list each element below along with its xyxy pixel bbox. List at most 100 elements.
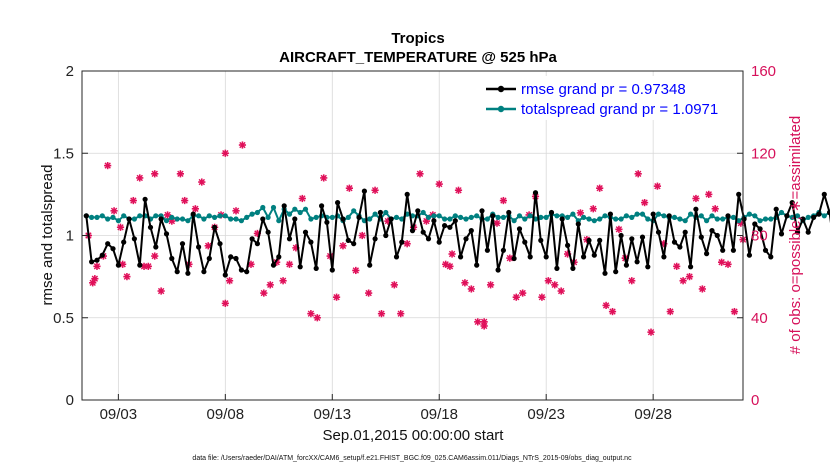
totalspread-point <box>297 209 303 216</box>
totalspread-point <box>623 213 630 219</box>
totalspread-point <box>677 216 683 222</box>
obs-stroke <box>474 318 481 326</box>
totalspread-point <box>794 213 801 219</box>
obs-marker <box>653 182 662 190</box>
obs-stroke <box>119 261 126 268</box>
obs-marker <box>628 277 636 285</box>
totalspread-point <box>554 213 560 219</box>
obs-marker <box>320 174 328 182</box>
obs-stroke <box>110 207 118 215</box>
rmse-point <box>137 262 143 268</box>
rmse-point <box>292 216 298 222</box>
obs-stroke <box>168 217 176 225</box>
obs-stroke <box>279 277 287 284</box>
rmse-point <box>490 213 496 219</box>
rmse-point <box>666 213 672 219</box>
rmse-point <box>768 254 774 260</box>
obs-stroke <box>513 293 520 301</box>
totalspread-point <box>238 218 244 224</box>
obs-stroke <box>609 308 616 315</box>
rmse-point <box>484 247 490 253</box>
rmse-point <box>201 269 207 275</box>
obs-stroke <box>718 259 725 266</box>
rmse-point <box>377 209 383 216</box>
totalspread-point <box>468 214 474 220</box>
totalspread-point <box>345 214 351 220</box>
totalspread-point <box>602 213 608 219</box>
totalspread-point <box>736 218 742 224</box>
totalspread-point <box>308 216 314 222</box>
rmse-point <box>217 241 223 247</box>
totalspread-point <box>367 216 373 222</box>
totalspread-point <box>260 204 266 211</box>
obs-stroke <box>307 310 315 317</box>
totalspread-point <box>704 218 710 224</box>
totalspread-point <box>516 213 523 219</box>
rmse-point <box>99 252 105 258</box>
rmse-point <box>163 231 170 237</box>
totalspread-point <box>789 214 795 220</box>
rmse-point <box>527 254 533 260</box>
legend-spread-marker <box>497 105 505 113</box>
obs-stroke <box>299 195 306 202</box>
totalspread-point <box>634 211 640 217</box>
obs-marker <box>493 219 501 227</box>
obs-marker <box>176 170 185 178</box>
totalspread-point <box>768 216 774 222</box>
obs-stroke <box>487 281 494 289</box>
rmse-point <box>436 239 442 245</box>
obs-stroke <box>705 191 712 198</box>
y-axis-right-label: # of obs: o=possible; ∗=assimilated <box>787 116 804 355</box>
totalspread-point <box>163 218 170 224</box>
obs-marker <box>416 170 424 178</box>
totalspread-point <box>565 214 571 220</box>
obs-stroke <box>314 314 321 321</box>
axes: 0 0.5 1 1.5 2 0 40 80 120 160 09/03 09/08 09/13 09/18… <box>53 63 776 423</box>
obs-marker <box>365 289 373 297</box>
legend-rmse-marker <box>497 85 505 93</box>
obs-stroke <box>673 263 680 270</box>
totalspread-point <box>329 214 335 220</box>
rmse-point <box>142 196 148 202</box>
y-tick-label: 1.5 <box>53 145 74 162</box>
obs-stroke <box>378 310 385 317</box>
totalspread-point <box>383 209 389 216</box>
rmse-point <box>425 236 432 242</box>
obs-marker <box>557 287 565 295</box>
obs-marker <box>724 260 732 268</box>
obs-stroke <box>448 250 456 258</box>
totalspread-point <box>613 216 619 222</box>
rmse-point <box>388 216 394 222</box>
obs-stroke <box>136 174 143 182</box>
rmse-point <box>442 223 448 229</box>
obs-marker <box>685 273 694 281</box>
obs-stroke <box>634 170 642 178</box>
obs-marker <box>705 190 713 198</box>
obs-stroke <box>551 281 558 289</box>
rmse-point <box>158 216 164 222</box>
rmse-point <box>757 226 763 232</box>
rmse-point <box>671 239 678 245</box>
y-right-tick-label: 160 <box>751 63 776 80</box>
obs-markers <box>84 141 747 336</box>
rmse-point <box>254 241 260 247</box>
obs-stroke <box>151 170 158 178</box>
rmse-point <box>554 265 560 271</box>
obs-stroke <box>500 197 507 204</box>
obs-marker <box>371 186 379 194</box>
obs-stroke <box>123 273 131 280</box>
totalspread-point <box>185 218 191 224</box>
rmse-point <box>704 251 710 257</box>
obs-stroke <box>654 182 661 190</box>
obs-marker <box>615 225 623 233</box>
rmse-point <box>324 219 330 225</box>
rmse-point <box>543 254 549 260</box>
y-tick-label: 1 <box>66 228 74 245</box>
obs-marker <box>718 258 726 266</box>
obs-marker <box>499 196 508 205</box>
rmse-point <box>474 262 480 268</box>
totalspread-point <box>661 213 667 219</box>
obs-stroke <box>557 287 565 295</box>
rmse-point <box>634 259 640 265</box>
totalspread-point <box>730 214 737 220</box>
